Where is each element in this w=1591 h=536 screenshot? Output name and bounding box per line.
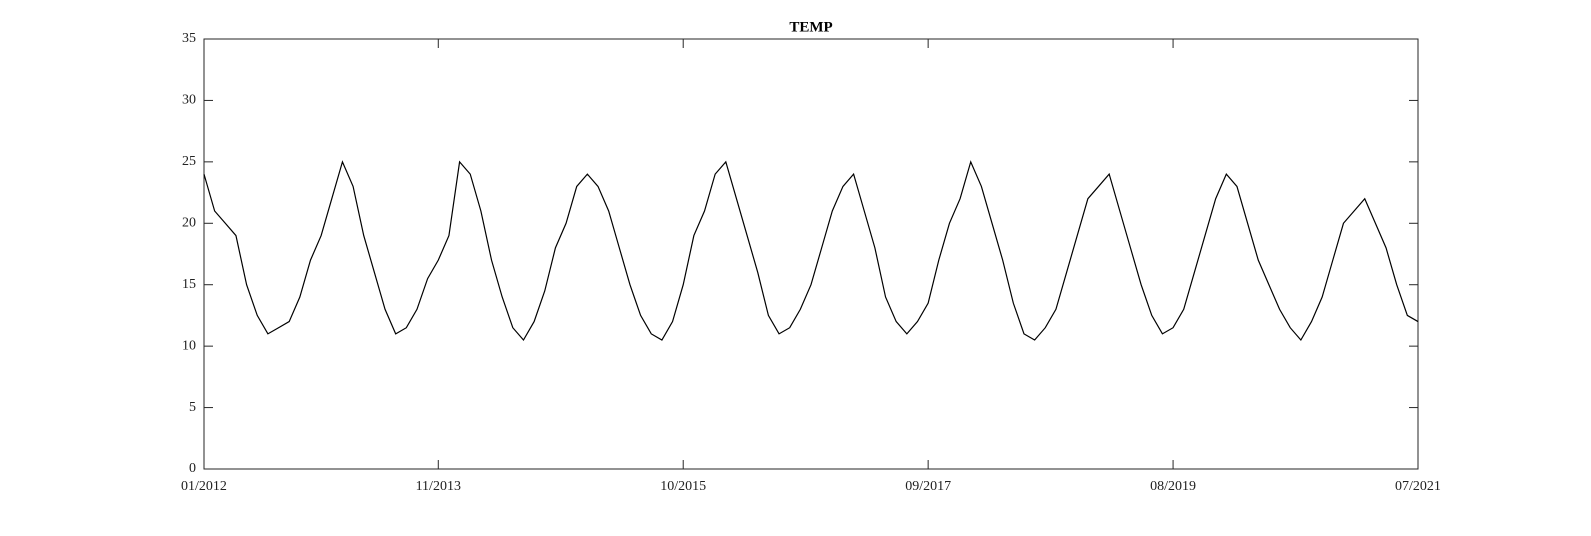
x-tick-label: 08/2019 (1150, 479, 1196, 494)
y-tick-label: 0 (189, 461, 196, 476)
line (203, 160, 1419, 342)
x-tick-label: 07/2021 (1395, 479, 1441, 494)
y-tick-label: 25 (182, 154, 196, 169)
y-tick-label: 10 (182, 338, 196, 353)
x-tick-label: 10/2015 (660, 479, 706, 494)
y-tick-label: 15 (182, 277, 196, 292)
y-tick-label: 30 (182, 93, 196, 108)
y-tick-label: 35 (182, 31, 196, 46)
y-tick-label: 20 (182, 216, 196, 231)
x-tick-label: 11/2013 (416, 479, 461, 494)
plot-frame (203, 38, 1419, 470)
y-tick-label: 5 (189, 400, 196, 415)
chart-title: TEMP (789, 19, 832, 35)
x-tick-label: 01/2012 (181, 479, 227, 494)
x-tick-label: 09/2017 (905, 479, 951, 494)
